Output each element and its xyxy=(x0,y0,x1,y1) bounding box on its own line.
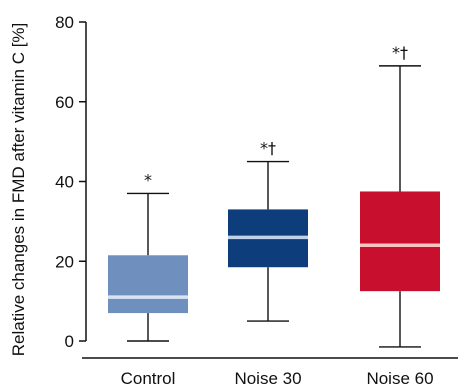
y-tick-label: 0 xyxy=(65,332,74,351)
y-tick-label: 60 xyxy=(55,93,74,112)
boxes-layer: * *† *† xyxy=(108,43,440,348)
significance-annotation: * xyxy=(144,170,152,189)
significance-annotation: *† xyxy=(260,139,276,158)
iqr-box xyxy=(360,191,440,292)
y-tick-label: 40 xyxy=(55,173,74,192)
iqr-box xyxy=(108,255,188,314)
x-tick-label: Noise 60 xyxy=(366,369,433,388)
y-axis: 0 20 40 60 80 xyxy=(55,13,87,351)
box-noise-60: *† xyxy=(360,43,440,348)
x-tick-label: Noise 30 xyxy=(234,369,301,388)
box-control: * xyxy=(108,170,188,342)
y-tick-label: 20 xyxy=(55,252,74,271)
y-tick-label: 80 xyxy=(55,13,74,32)
box-noise-30: *† xyxy=(228,139,308,322)
y-axis-title: Relative changes in FMD after vitamin C … xyxy=(9,23,28,357)
significance-annotation: *† xyxy=(392,43,408,62)
x-tick-label: Control xyxy=(121,369,176,388)
x-axis: Control Noise 30 Noise 60 xyxy=(82,357,458,388)
